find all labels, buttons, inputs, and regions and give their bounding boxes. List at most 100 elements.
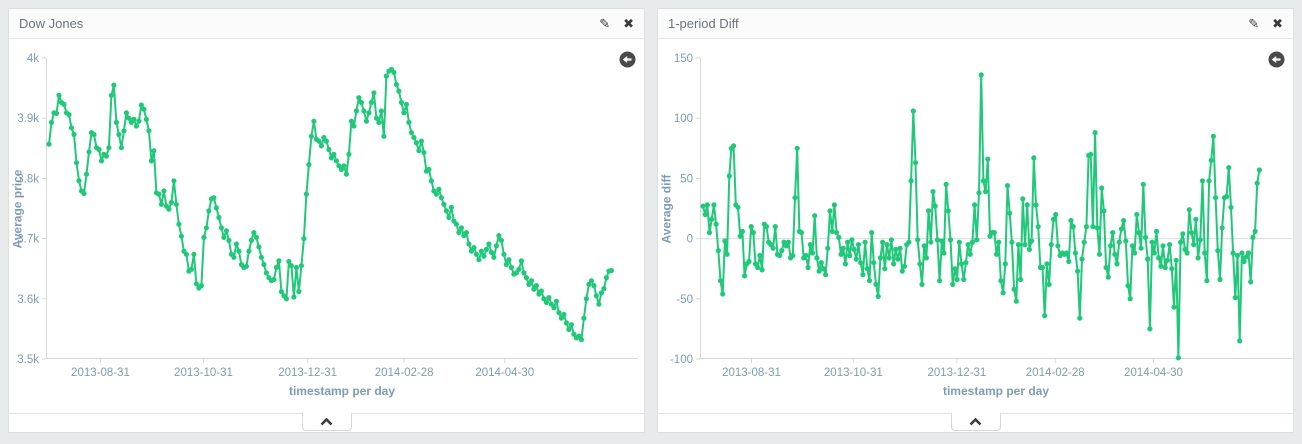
data-point (711, 202, 717, 208)
data-point (346, 151, 352, 157)
data-point (258, 254, 264, 260)
data-point (121, 128, 127, 134)
data-point (198, 283, 204, 289)
data-point (86, 149, 92, 155)
data-point (873, 281, 879, 287)
row-collapse-tab[interactable] (301, 413, 352, 431)
data-point (333, 158, 339, 164)
data-point (206, 208, 212, 214)
data-point (398, 99, 404, 106)
data-point (926, 208, 932, 214)
data-point (983, 189, 989, 195)
data-point (858, 260, 864, 266)
data-point (458, 225, 464, 231)
data-point (53, 110, 60, 116)
data-point (193, 281, 199, 287)
data-point (921, 243, 927, 249)
data-point (880, 239, 886, 245)
data-point (508, 264, 514, 271)
zoom-out-button[interactable] (1268, 51, 1285, 68)
close-panel-icon[interactable]: ✖ (1272, 16, 1283, 31)
data-point (1121, 217, 1127, 224)
data-point (166, 206, 172, 212)
data-point (1053, 211, 1059, 218)
data-point (785, 239, 791, 245)
data-point (976, 190, 982, 196)
data-point (842, 261, 848, 267)
data-point (884, 242, 890, 248)
edit-panel-icon[interactable]: ✎ (599, 16, 611, 31)
data-point (421, 149, 427, 156)
data-point (965, 242, 971, 248)
zoom-out-button[interactable] (619, 51, 636, 68)
data-point (408, 130, 414, 136)
data-point (823, 272, 829, 278)
data-point (173, 201, 179, 207)
data-point (1173, 257, 1179, 263)
line-chart-1-period-diff[interactable]: 150 100 50 0 -50 -100 2013-08-31 2013-10-31 2013… (670, 53, 1292, 379)
data-point (908, 178, 914, 184)
data-point (211, 195, 217, 201)
data-point (301, 236, 307, 242)
data-point (373, 115, 379, 121)
line-chart-dow-jones[interactable]: 4k 3.9k 3.8k 3.7k 3.6k 3.5k 2013-08-31 2013-10-… (17, 53, 638, 379)
data-point (176, 221, 182, 227)
data-point (498, 237, 504, 243)
data-point (888, 237, 894, 243)
data-point (96, 146, 102, 153)
y-tick-label: 3.9k (17, 113, 39, 125)
y-tick-label: 0 (687, 234, 693, 246)
data-point (1184, 250, 1190, 256)
circle-left-arrow-icon (1268, 51, 1285, 68)
data-point (996, 239, 1002, 245)
data-point (1035, 224, 1041, 230)
data-point (1228, 204, 1234, 210)
data-point (566, 326, 572, 333)
chart-area-1-period-diff: Average diff 150 100 50 0 -50 -100 2013-08-31 2… (658, 39, 1293, 414)
data-point (203, 225, 209, 231)
data-point (1081, 239, 1087, 245)
data-point (131, 116, 137, 122)
data-point (303, 191, 309, 197)
data-point (138, 102, 144, 108)
data-point (1132, 250, 1138, 256)
data-point (171, 178, 177, 184)
data-point (772, 224, 778, 230)
data-point (568, 322, 575, 328)
data-point (363, 118, 369, 124)
data-point (919, 281, 925, 287)
data-point (48, 119, 55, 125)
data-point (860, 272, 866, 278)
data-point (1241, 258, 1247, 265)
data-point (923, 255, 929, 261)
data-point (291, 294, 297, 300)
data-point (151, 148, 157, 154)
data-point (1046, 281, 1052, 287)
data-point (956, 239, 962, 245)
row-collapse-tab[interactable] (950, 413, 1001, 431)
data-point (126, 115, 132, 121)
data-point (428, 178, 434, 184)
data-point (895, 256, 901, 262)
data-point (556, 310, 562, 316)
data-point (81, 190, 87, 197)
data-point (763, 224, 770, 230)
data-point (436, 186, 442, 192)
data-point (358, 99, 364, 106)
data-point (1208, 157, 1214, 163)
y-tick-label: 3.6k (17, 294, 39, 306)
data-point (446, 214, 452, 221)
row-footer (9, 413, 644, 432)
data-point (158, 201, 164, 207)
panel-title: 1-period Diff (668, 16, 739, 31)
data-point (985, 156, 991, 162)
data-point (596, 301, 602, 307)
data-point (1145, 256, 1151, 262)
close-panel-icon[interactable]: ✖ (623, 16, 634, 31)
data-point (917, 261, 923, 267)
data-point (814, 255, 820, 261)
data-point (581, 315, 587, 321)
data-point (251, 230, 257, 236)
edit-panel-icon[interactable]: ✎ (1248, 16, 1260, 31)
y-tick-label: 50 (680, 173, 693, 185)
